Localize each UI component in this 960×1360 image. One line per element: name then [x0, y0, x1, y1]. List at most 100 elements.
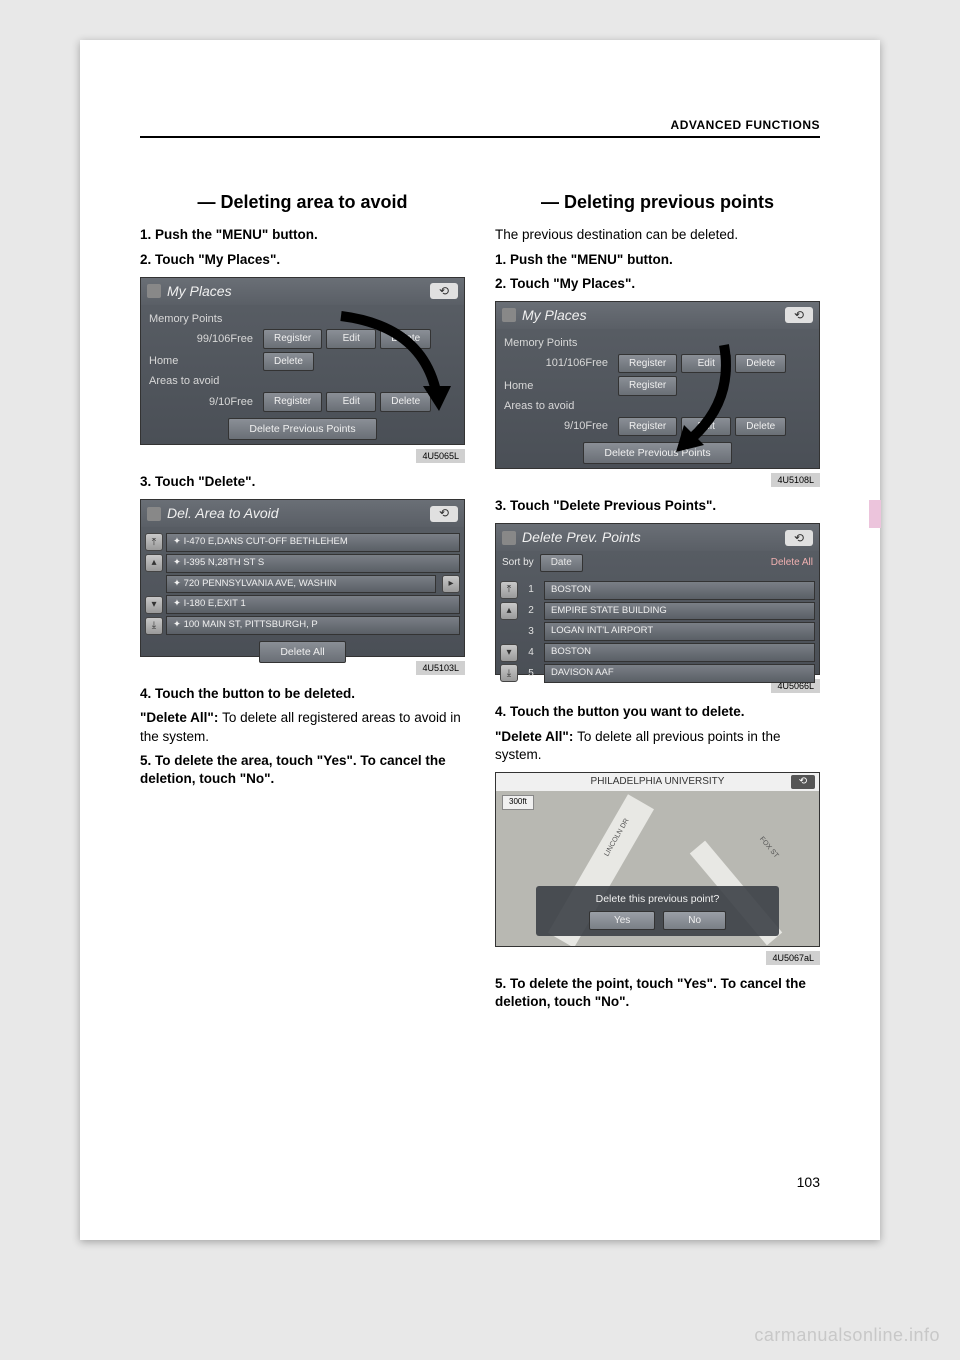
- list-item[interactable]: ✦ I-180 E,EXIT 1: [166, 595, 460, 614]
- back-button[interactable]: ⟲: [430, 283, 458, 299]
- pin-icon: [147, 284, 161, 298]
- pin-icon: [502, 308, 516, 322]
- row-num: 3: [521, 625, 541, 639]
- edit-button[interactable]: Edit: [326, 329, 376, 349]
- scroll-bottom-button[interactable]: ⤓: [500, 664, 518, 682]
- left-step1: 1. Push the "MENU" button.: [140, 226, 465, 244]
- home-label: Home: [149, 354, 259, 369]
- scroll-top-button[interactable]: ⤒: [145, 533, 163, 551]
- areas-edit-button[interactable]: Edit: [326, 392, 376, 412]
- list-item[interactable]: DAVISON AAF: [544, 664, 815, 683]
- map-title: PHILADELPHIA UNIVERSITY: [496, 773, 819, 791]
- dialog-text: Delete this previous point?: [542, 892, 773, 906]
- left-step2: 2. Touch "My Places".: [140, 251, 465, 269]
- scroll-bottom-button[interactable]: ⤓: [145, 617, 163, 635]
- ss-body: Memory Points 101/106Free Register Edit …: [496, 329, 819, 474]
- list-item[interactable]: ✦ 100 MAIN ST, PITTSBURGH, P: [166, 616, 460, 635]
- back-button[interactable]: ⟲: [785, 530, 813, 546]
- right-step1: 1. Push the "MENU" button.: [495, 251, 820, 269]
- trash-icon: [147, 507, 161, 521]
- left-step4: 4. Touch the button to be deleted.: [140, 685, 465, 703]
- left-step5: 5. To delete the area, touch "Yes". To c…: [140, 752, 465, 788]
- image-code: 4U5108L: [771, 473, 820, 487]
- memory-points-label: Memory Points: [149, 312, 259, 327]
- list-icon: [502, 531, 516, 545]
- yes-button[interactable]: Yes: [589, 911, 655, 931]
- ss-title: My Places: [167, 282, 232, 301]
- home-register-button[interactable]: Register: [618, 376, 677, 396]
- register-button[interactable]: Register: [263, 329, 322, 349]
- header-section: ADVANCED FUNCTIONS: [671, 118, 820, 132]
- areas-count: 9/10Free: [504, 419, 614, 434]
- scroll-up-button[interactable]: ▴: [145, 554, 163, 572]
- ss-title: My Places: [522, 306, 587, 325]
- areas-register-button[interactable]: Register: [263, 392, 322, 412]
- list-item[interactable]: LOGAN INT'L AIRPORT: [544, 622, 815, 641]
- list-item[interactable]: BOSTON: [544, 581, 815, 600]
- no-button[interactable]: No: [663, 911, 726, 931]
- back-button[interactable]: ⟲: [791, 775, 815, 789]
- left-note4: "Delete All": To delete all registered a…: [140, 709, 465, 745]
- delete-button[interactable]: Delete: [735, 354, 786, 374]
- ss-title-bar: Delete Prev. Points ⟲: [496, 524, 819, 551]
- header-rule: [140, 136, 820, 138]
- right-screenshot-myplaces: My Places ⟲ Memory Points 101/106Free Re…: [495, 301, 820, 469]
- areas-delete-button[interactable]: Delete: [735, 417, 786, 437]
- areas-label: Areas to avoid: [504, 399, 614, 414]
- delete-all-button[interactable]: Delete All: [771, 556, 813, 570]
- content-columns: — Deleting area to avoid 1. Push the "ME…: [140, 190, 820, 1018]
- manual-page: ADVANCED FUNCTIONS — Deleting area to av…: [80, 40, 880, 1240]
- home-delete-button[interactable]: Delete: [263, 352, 314, 372]
- list-item[interactable]: ✦ 720 PENNSYLVANIA AVE, WASHIN: [166, 575, 436, 594]
- delete-previous-button[interactable]: Delete Previous Points: [228, 418, 376, 440]
- ss-title-bar: My Places ⟲: [496, 302, 819, 329]
- list-item[interactable]: BOSTON: [544, 643, 815, 662]
- edit-button[interactable]: Edit: [681, 354, 731, 374]
- delete-previous-button[interactable]: Delete Previous Points: [583, 442, 731, 464]
- register-button[interactable]: Register: [618, 354, 677, 374]
- ss-title: Delete Prev. Points: [522, 528, 641, 547]
- ss-body: ⤒1BOSTON ▴2EMPIRE STATE BUILDING 3LOGAN …: [496, 575, 819, 689]
- memory-points-label: Memory Points: [504, 336, 614, 351]
- right-note4: "Delete All": To delete all previous poi…: [495, 728, 820, 764]
- right-screenshot-map: PHILADELPHIA UNIVERSITY ⟲ 300ft LINCOLN …: [495, 772, 820, 947]
- home-label: Home: [504, 379, 614, 394]
- scroll-right-button[interactable]: ▸: [442, 575, 460, 593]
- areas-register-button[interactable]: Register: [618, 417, 677, 437]
- watermark: carmanualsonline.info: [754, 1325, 940, 1346]
- right-intro: The previous destination can be deleted.: [495, 226, 820, 244]
- row-num: 1: [521, 583, 541, 597]
- right-step4: 4. Touch the button you want to delete.: [495, 703, 820, 721]
- ss-body: Memory Points 99/106Free Register Edit D…: [141, 305, 464, 450]
- scroll-top-button[interactable]: ⤒: [500, 581, 518, 599]
- map-scale: 300ft: [502, 795, 534, 810]
- row-num: 4: [521, 646, 541, 660]
- right-step3: 3. Touch "Delete Previous Points".: [495, 497, 820, 515]
- scroll-down-button[interactable]: ▾: [500, 644, 518, 662]
- areas-label: Areas to avoid: [149, 374, 259, 389]
- left-screenshot-myplaces: My Places ⟲ Memory Points 99/106Free Reg…: [140, 277, 465, 445]
- delete-all-button[interactable]: Delete All: [259, 641, 345, 663]
- right-column: — Deleting previous points The previous …: [495, 190, 820, 1018]
- row-num: 2: [521, 604, 541, 618]
- back-button[interactable]: ⟲: [430, 506, 458, 522]
- road-label: FOX ST: [757, 835, 780, 860]
- delete-button[interactable]: Delete: [380, 329, 431, 349]
- scroll-up-button[interactable]: ▴: [500, 602, 518, 620]
- ss-title-bar: Del. Area to Avoid ⟲: [141, 500, 464, 527]
- areas-delete-button[interactable]: Delete: [380, 392, 431, 412]
- left-screenshot-delete-area: Del. Area to Avoid ⟲ ⤒✦ I-470 E,DANS CUT…: [140, 499, 465, 657]
- scroll-down-button[interactable]: ▾: [145, 596, 163, 614]
- back-button[interactable]: ⟲: [785, 307, 813, 323]
- row-num: 5: [521, 667, 541, 681]
- left-column: — Deleting area to avoid 1. Push the "ME…: [140, 190, 465, 1018]
- sort-date-button[interactable]: Date: [540, 554, 583, 572]
- ss-title: Del. Area to Avoid: [167, 504, 279, 523]
- confirm-dialog: Delete this previous point? Yes No: [536, 886, 779, 936]
- areas-edit-button[interactable]: Edit: [681, 417, 731, 437]
- list-item[interactable]: EMPIRE STATE BUILDING: [544, 602, 815, 621]
- right-step2: 2. Touch "My Places".: [495, 275, 820, 293]
- list-item[interactable]: ✦ I-470 E,DANS CUT-OFF BETHLEHEM: [166, 533, 460, 552]
- section-tab: [869, 500, 881, 528]
- list-item[interactable]: ✦ I-395 N,28TH ST S: [166, 554, 460, 573]
